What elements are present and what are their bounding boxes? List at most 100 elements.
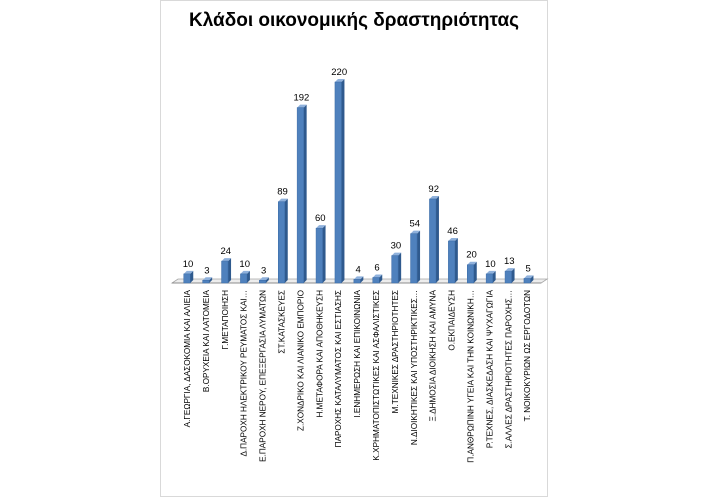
bar-front: [315, 227, 323, 284]
value-label: 10: [239, 259, 250, 270]
category-label: Α.ΓΕΩΡΓΙΑ, ΔΑΣΟΚΟΜΙΑ ΚΑΙ ΑΛΙΕΙΑ: [183, 289, 192, 427]
category-label: Γ.ΜΕΤΑΠΟΙΗΣΗ: [221, 290, 230, 350]
value-label: 89: [277, 187, 288, 198]
value-label: 3: [261, 265, 266, 276]
category-label: Μ.ΤΕΧΝΙΚΕΣ ΔΡΑΣΤΗΡΙΟΤΗΤΕΣ: [391, 290, 400, 413]
bar-top: [297, 104, 307, 108]
bar-top: [240, 270, 250, 274]
bar-front: [278, 201, 285, 284]
category-label: Π.ΑΝΘΡΩΠΙΝΗ ΥΓΕΙΑ ΚΑΙ ΤΗΝ ΚΟΙΝΩΝΙΚΗ…: [467, 290, 476, 463]
value-label: 60: [315, 213, 326, 224]
bar-top: [410, 230, 421, 234]
bar-top: [316, 225, 326, 229]
category-label: Η.ΜΕΤΑΦΟΡΑ ΚΑΙ ΑΠΟΘΗΚΕΥΣΗ: [315, 290, 324, 418]
bar-top: [429, 195, 439, 199]
bar: [240, 270, 250, 284]
bar-front: [523, 278, 531, 284]
bar-series: [183, 79, 534, 284]
category-label: Ζ.ΧΟΝΔΡΙΚΟ ΚΑΙ ΛΙΑΝΙΚΟ ΕΜΠΟΡΙΟ: [296, 290, 305, 431]
bar-side: [473, 261, 477, 283]
value-label: 30: [391, 241, 402, 252]
value-label: 3: [204, 265, 209, 276]
bar-side: [360, 276, 364, 283]
value-label: 192: [293, 93, 309, 104]
bar: [334, 79, 345, 284]
bar-top: [372, 274, 383, 278]
category-label: Δ.ΠΑΡΟΧΗ ΗΛΕΚΤΡΙΚΟΥ ΡΕΥΜΑΤΟΣ ΚΑΙ…: [240, 290, 249, 457]
bar-side: [417, 230, 421, 283]
bar-front: [353, 279, 361, 284]
bar-side: [435, 195, 439, 283]
bar-side: [511, 268, 515, 283]
bar-side: [379, 274, 383, 283]
bar: [429, 195, 439, 284]
bar-side: [228, 258, 232, 283]
category-label: ΠΑΡΟΧΗΣ ΚΑΤΑΛΥΜΑΤΟΣ ΚΑΙ ΕΣΤΙΑΣΗΣ: [334, 290, 343, 447]
value-label: 4: [355, 264, 360, 275]
chart-title: Κλάδοι οικονομικής δραστηριότητας: [188, 10, 520, 31]
category-label: Ο.ΕΚΠΑΙΔΕΥΣΗ: [448, 290, 457, 351]
bar-side: [530, 275, 534, 283]
bar: [296, 104, 307, 284]
bar-front: [296, 107, 304, 284]
bar-top: [334, 79, 345, 82]
bar-top: [523, 275, 534, 279]
bar-front: [240, 273, 248, 284]
bar-front: [183, 273, 191, 284]
value-label: 92: [428, 184, 439, 195]
category-label: ΣΤ.ΚΑΤΑΣΚΕΥΕΣ: [278, 290, 287, 354]
bar: [504, 268, 515, 284]
category-label: Τ. ΝΟΙΚΟΚΥΡΙΩΝ ΩΣ ΕΡΓΟΔΟΤΩΝ: [523, 290, 532, 421]
value-label: 10: [485, 259, 496, 270]
bar-front: [504, 270, 512, 284]
bar-top: [353, 276, 364, 280]
category-label: Ξ.ΔΗΜΟΣΙΑ ΔΙΟΙΚΗΣΗ ΚΑΙ ΑΜΥΝΑ: [429, 289, 438, 421]
bar-side: [190, 270, 194, 283]
bar-top: [505, 268, 515, 272]
value-label: 13: [504, 256, 515, 267]
category-label: Σ.ΑΛΛΕΣ ΔΡΑΣΤΗΡΙΟΤΗΤΕΣ ΠΑΡΟΧΗΣ…: [504, 290, 513, 448]
value-label: 46: [447, 226, 458, 237]
category-label: Ε.ΠΑΡΟΧΗ ΝΕΡΟΥ, ΕΠΕΞΕΡΓΑΣΙΑ ΛΥΜΑΤΩΝ: [259, 290, 268, 462]
bar: [259, 277, 269, 284]
bar: [278, 198, 288, 284]
bar-top: [202, 277, 213, 281]
bar-side: [303, 104, 307, 283]
bar-front: [467, 264, 474, 284]
bar-top: [259, 277, 269, 281]
category-label: Β.ΟΡΥΧΕΙΑ ΚΑΙ ΛΑΤΟΜΕΙΑ: [202, 289, 211, 392]
bar-side: [492, 270, 496, 283]
bar-top: [221, 258, 232, 262]
category-labels: Α.ΓΕΩΡΓΙΑ, ΔΑΣΟΚΟΜΙΑ ΚΑΙ ΑΛΙΕΙΑ Β.ΟΡΥΧΕΙΑ…: [183, 289, 532, 462]
bar: [202, 277, 213, 284]
bar-front: [391, 255, 399, 284]
bar-top: [448, 237, 458, 241]
bar: [448, 237, 458, 284]
value-label: 5: [526, 263, 531, 274]
bar-front: [410, 233, 418, 284]
bar-side: [246, 270, 250, 283]
category-label: Ι.ΕΝΗΜΕΡΩΣΗ ΚΑΙ ΕΠΙΚΟΙΝΩΝΙΑ: [353, 289, 362, 417]
bar-top: [278, 198, 288, 202]
bar-side: [454, 237, 458, 283]
bar: [523, 275, 534, 284]
category-label: Κ.ΧΡΗΜΑΤΟΠΙΣΤΩΤΙΚΕΣ ΚΑΙ ΑΣΦΑΛΙΣΤΙΚΕΣ: [372, 290, 381, 461]
bar-side: [284, 198, 288, 283]
bar-front: [202, 280, 210, 284]
bar-front: [485, 273, 493, 284]
bar: [372, 274, 383, 284]
value-label: 6: [374, 263, 379, 274]
bar-top: [467, 261, 477, 265]
bar: [485, 270, 496, 284]
bar: [353, 276, 364, 284]
bar-front: [372, 277, 380, 284]
bar: [315, 225, 326, 284]
bar-side: [398, 252, 402, 283]
bar-side: [341, 79, 345, 283]
bar: [410, 230, 421, 284]
value-label: 220: [331, 67, 347, 78]
bar-front: [259, 280, 267, 284]
bar-top: [391, 252, 402, 256]
